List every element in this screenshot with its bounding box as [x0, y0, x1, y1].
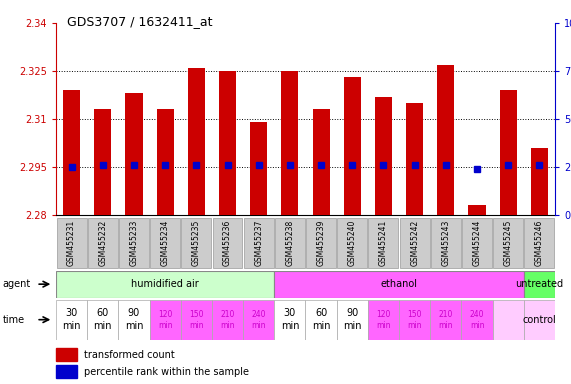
Text: time: time [3, 314, 25, 325]
Bar [524, 271, 555, 298]
Text: control: control [522, 314, 556, 325]
Bar [87, 300, 118, 340]
Text: transformed count: transformed count [84, 349, 175, 359]
Text: GSM455238: GSM455238 [286, 220, 295, 266]
Text: 30
min: 30 min [62, 308, 81, 331]
Bar [437, 65, 455, 215]
Bar [312, 109, 329, 215]
Bar [375, 97, 392, 215]
Text: 150
min: 150 min [407, 310, 422, 330]
Bar [468, 205, 485, 215]
Text: GSM455239: GSM455239 [316, 220, 325, 266]
Text: 90
min: 90 min [124, 308, 143, 331]
Bar [182, 218, 211, 268]
Bar [126, 93, 143, 215]
Bar [337, 218, 367, 268]
Text: humidified air: humidified air [131, 279, 199, 289]
Bar [63, 90, 80, 215]
Bar [243, 300, 274, 340]
Text: ethanol: ethanol [380, 279, 417, 289]
Text: 150
min: 150 min [189, 310, 204, 330]
Text: 30
min: 30 min [280, 308, 299, 331]
Bar [400, 218, 429, 268]
Text: GSM455243: GSM455243 [441, 220, 451, 266]
Bar [150, 218, 180, 268]
Text: 60
min: 60 min [312, 308, 331, 331]
Text: GSM455244: GSM455244 [473, 220, 481, 266]
Bar [118, 300, 150, 340]
Bar [94, 109, 111, 215]
Bar [275, 218, 305, 268]
Text: GSM455240: GSM455240 [348, 220, 357, 266]
Text: GSM455246: GSM455246 [535, 220, 544, 266]
Text: 240
min: 240 min [470, 310, 484, 330]
Bar [431, 300, 461, 340]
Bar [344, 78, 361, 215]
Bar [56, 365, 77, 379]
Text: 90
min: 90 min [343, 308, 361, 331]
Bar [337, 300, 368, 340]
Bar [219, 71, 236, 215]
Text: GSM455235: GSM455235 [192, 220, 201, 266]
Text: GSM455241: GSM455241 [379, 220, 388, 266]
Text: agent: agent [3, 279, 31, 289]
Bar [274, 271, 524, 298]
Text: GSM455232: GSM455232 [98, 220, 107, 266]
Bar [274, 300, 305, 340]
Bar [244, 218, 274, 268]
Text: GSM455242: GSM455242 [410, 220, 419, 266]
Bar [305, 300, 337, 340]
Bar [531, 148, 548, 215]
Bar [57, 218, 87, 268]
Bar [524, 300, 555, 340]
Text: GSM455234: GSM455234 [160, 220, 170, 266]
Bar [56, 271, 274, 298]
Text: GSM455237: GSM455237 [254, 220, 263, 266]
Bar [431, 218, 461, 268]
Text: GSM455245: GSM455245 [504, 220, 513, 266]
Bar [493, 218, 523, 268]
Bar [180, 300, 212, 340]
Bar [406, 103, 423, 215]
Bar [500, 90, 517, 215]
Text: 120
min: 120 min [376, 310, 391, 330]
Text: 210
min: 210 min [439, 310, 453, 330]
Bar [88, 218, 118, 268]
Text: 120
min: 120 min [158, 310, 172, 330]
Bar [493, 300, 524, 340]
Bar [462, 218, 492, 268]
Text: 210
min: 210 min [220, 310, 235, 330]
Text: GDS3707 / 1632411_at: GDS3707 / 1632411_at [67, 15, 213, 28]
Bar [250, 122, 267, 215]
Bar [119, 218, 149, 268]
Text: GSM455236: GSM455236 [223, 220, 232, 266]
Text: untreated: untreated [516, 279, 564, 289]
Text: GSM455233: GSM455233 [130, 220, 138, 266]
Bar [282, 71, 299, 215]
Bar [368, 218, 399, 268]
Bar [150, 300, 180, 340]
Bar [188, 68, 205, 215]
Bar [212, 300, 243, 340]
Text: 60
min: 60 min [94, 308, 112, 331]
Text: percentile rank within the sample: percentile rank within the sample [84, 367, 249, 377]
Bar [56, 300, 87, 340]
Text: 240
min: 240 min [251, 310, 266, 330]
Bar [306, 218, 336, 268]
Bar [368, 300, 399, 340]
Text: GSM455231: GSM455231 [67, 220, 76, 266]
Bar [399, 300, 431, 340]
Bar [156, 109, 174, 215]
Bar [56, 348, 77, 361]
Bar [524, 218, 554, 268]
Bar [212, 218, 243, 268]
Bar [461, 300, 493, 340]
